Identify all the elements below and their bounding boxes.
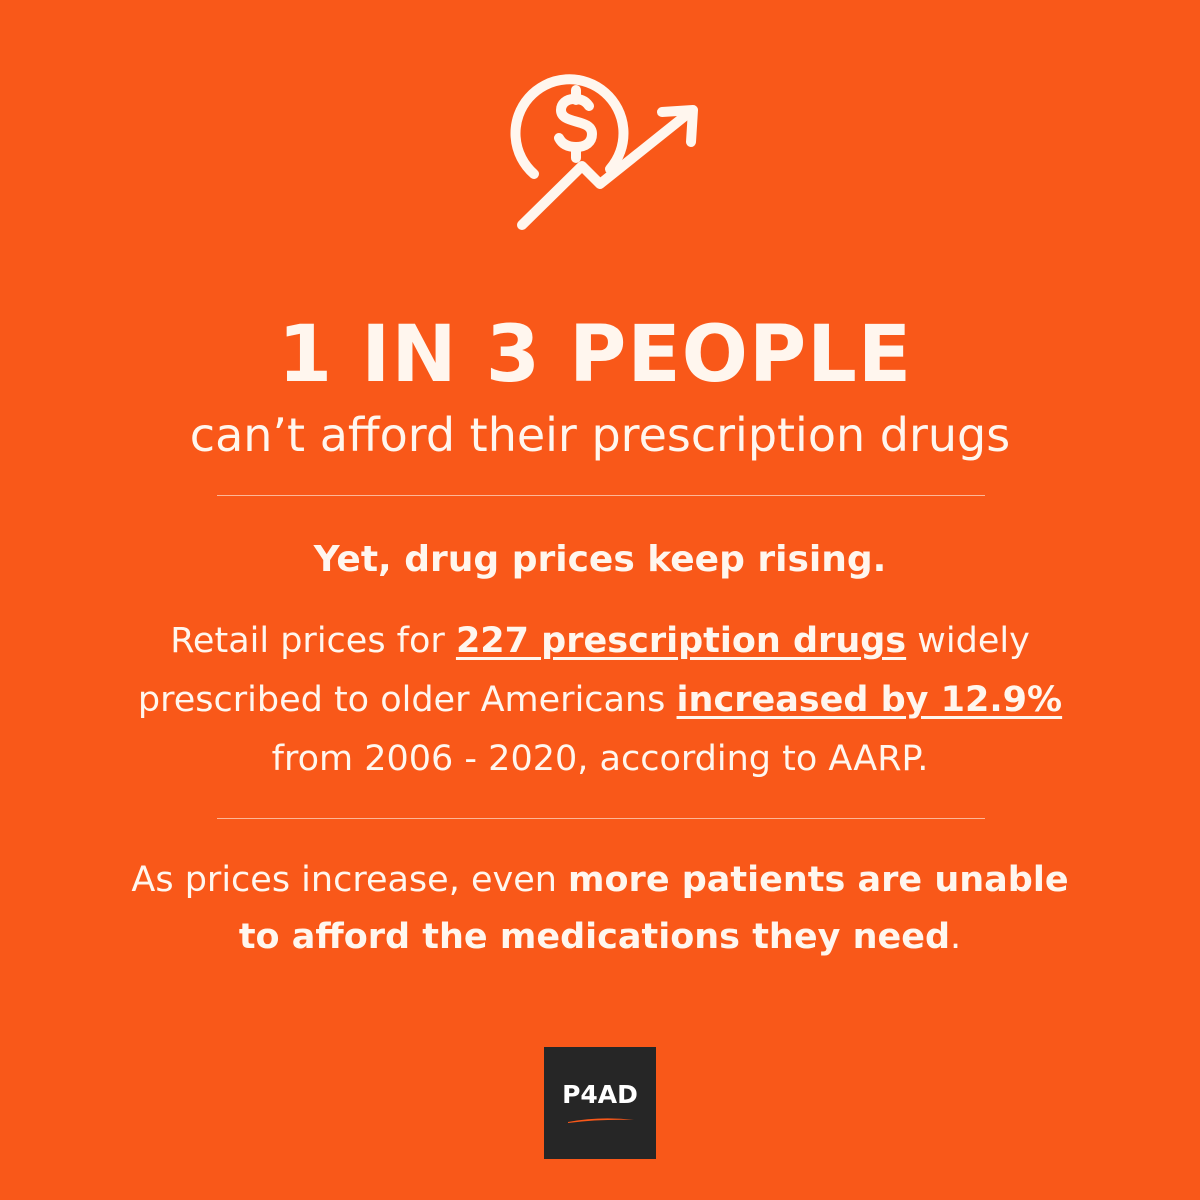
dollar-rising-trend-icon bbox=[490, 70, 710, 240]
closing-text: . bbox=[950, 917, 962, 957]
paragraph-emphasis-drug-count: 227 prescription drugs bbox=[455, 621, 907, 661]
paragraph-emphasis-increase: increased by 12.9% bbox=[676, 680, 1063, 720]
subheadline: can’t afford their prescription drugs bbox=[189, 408, 1011, 462]
headline: 1 IN 3 PEOPLE bbox=[277, 310, 913, 400]
paragraph-text: from 2006 - 2020, according to AARP. bbox=[271, 739, 929, 779]
closing-paragraph: As prices increase, even more patients a… bbox=[110, 852, 1090, 966]
paragraph-text: Retail prices for bbox=[170, 621, 456, 661]
closing-text: As prices increase, even bbox=[131, 860, 569, 900]
divider bbox=[217, 818, 985, 819]
divider bbox=[217, 495, 985, 496]
closing-emphasis: more patients are unable to afford the m… bbox=[238, 860, 1069, 957]
lead-statement: Yet, drug prices keep rising. bbox=[313, 539, 887, 580]
paragraph-text: widely prescribed to older Americans bbox=[137, 621, 1030, 720]
p4ad-logo: P4AD bbox=[544, 1047, 656, 1159]
logo-swoosh-icon bbox=[568, 1118, 634, 1123]
statistic-paragraph: Retail prices for 227 prescription drugs… bbox=[110, 612, 1090, 789]
logo-text: P4AD bbox=[562, 1080, 638, 1109]
